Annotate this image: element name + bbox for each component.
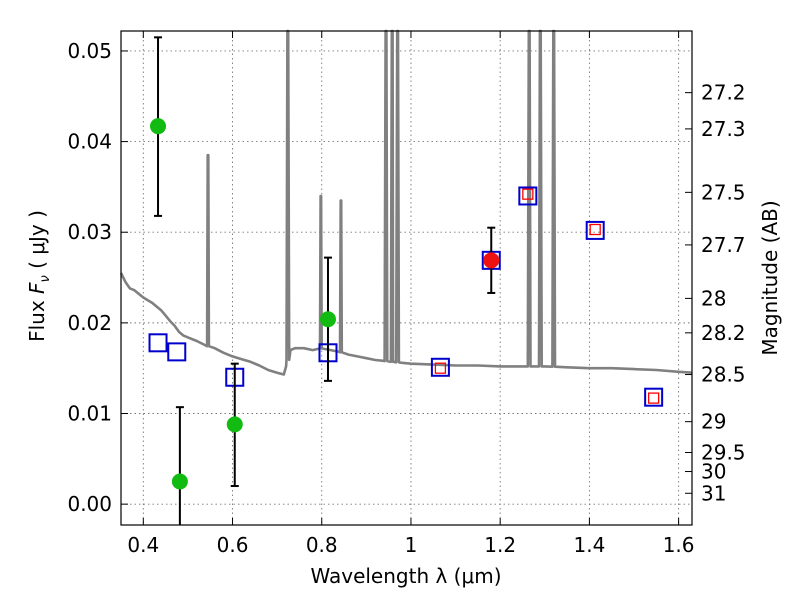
x-tick-label: 1.2 [484, 533, 516, 557]
model-square-red [589, 223, 601, 236]
y2-tick-label: 27.3 [701, 117, 746, 141]
y2-tick-label: 28.5 [701, 363, 746, 387]
y-tick-label: 0.01 [67, 402, 112, 426]
model-square-blue [148, 333, 168, 353]
model-square-blue [585, 220, 605, 240]
observed-point [319, 311, 336, 328]
photometry-markers [148, 36, 664, 525]
model-sed-line [119, 29, 693, 376]
x-tick-label: 0.4 [127, 533, 159, 557]
y2-tick-label: 28 [701, 286, 726, 310]
x-tick-label: 0.8 [306, 533, 338, 557]
model-square-red [522, 188, 534, 200]
y2-tick-label: 28.2 [701, 321, 746, 345]
y2-tick-label: 29.5 [701, 440, 746, 464]
y2-tick-label: 27.5 [701, 180, 746, 204]
y2-tick-label: 27.2 [701, 81, 746, 105]
y-tick-label: 0.05 [67, 39, 112, 63]
observed-point [226, 416, 243, 433]
model-square-red [434, 362, 447, 374]
model-square-blue [644, 387, 664, 407]
y2-axis-label: Magnitude (AB) [758, 200, 782, 355]
y-tick-label: 0.00 [67, 492, 112, 516]
model-square-blue [167, 342, 187, 362]
y-axis-label: Flux Fν ( μJy ) [25, 210, 53, 342]
y2-tick-label: 29 [701, 410, 726, 434]
y-tick-label: 0.03 [67, 220, 112, 244]
y2-tick-label: 31 [701, 481, 726, 505]
observed-point [150, 118, 167, 135]
observed-point [171, 473, 188, 490]
x-tick-label: 1.6 [663, 533, 695, 557]
model-sed-layer [119, 29, 693, 376]
x-tick-label: 0.6 [217, 533, 249, 557]
plot-frame [120, 30, 693, 526]
y2-tick-label: 30 [701, 460, 726, 484]
y2-tick-label: 27.7 [701, 233, 746, 257]
observed-point [483, 252, 500, 269]
x-tick-label: 1 [405, 533, 418, 557]
axis-ticks: 0.4 0.6 0.8 1 1.2 1.4 1.6 0.00 0.01 0.02 0.03 0.04 0… [67, 31, 746, 557]
x-axis-label: Wavelength λ (μm) [310, 564, 501, 588]
model-square-blue [518, 186, 538, 206]
x-tick-label: 1.4 [573, 533, 605, 557]
model-square-blue [430, 357, 450, 377]
grid-lines [121, 31, 692, 525]
y-tick-label: 0.04 [67, 130, 112, 154]
y-tick-label: 0.02 [67, 311, 112, 335]
model-square-red [647, 392, 660, 404]
